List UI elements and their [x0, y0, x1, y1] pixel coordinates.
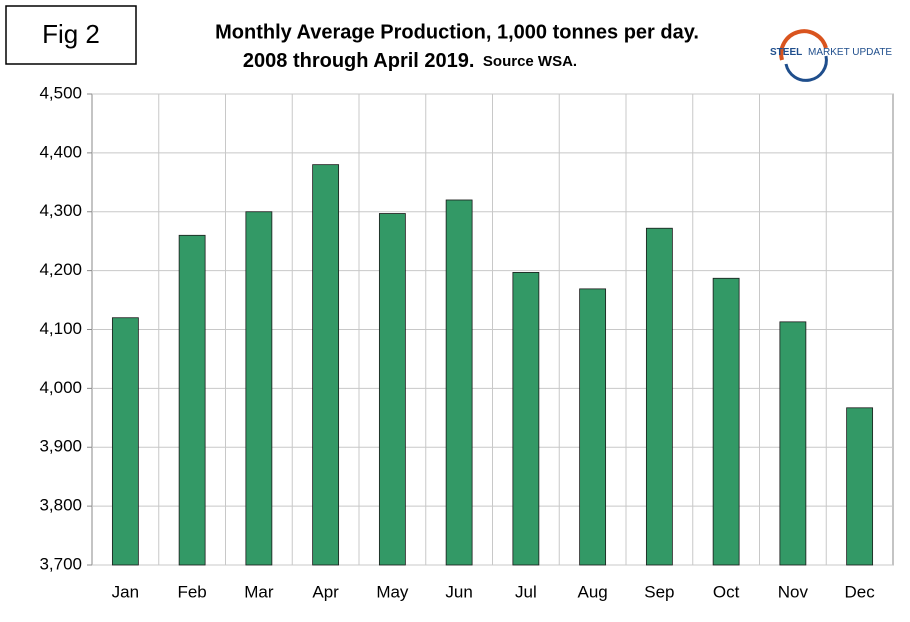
y-tick-label: 4,300	[39, 201, 82, 220]
x-tick-label: May	[376, 582, 409, 601]
bar	[645, 227, 673, 566]
bar	[245, 211, 273, 566]
bar	[178, 234, 206, 566]
y-tick-label: 3,900	[39, 437, 82, 456]
bar	[779, 321, 807, 566]
y-tick-label: 3,700	[39, 554, 82, 573]
x-tick-label: Mar	[244, 582, 274, 601]
figure-label: Fig 2	[42, 19, 100, 49]
x-tick-label: Dec	[845, 582, 876, 601]
y-tick-label: 4,000	[39, 378, 82, 397]
chart-subtitle: 2008 through April 2019.	[243, 50, 475, 72]
bar	[445, 199, 473, 566]
bar	[579, 288, 607, 566]
x-tick-label: Jan	[112, 582, 139, 601]
y-tick-label: 4,100	[39, 319, 82, 338]
y-tick-label: 3,800	[39, 496, 82, 515]
x-tick-label: Jun	[445, 582, 472, 601]
logo-swoosh	[784, 55, 828, 82]
bar	[712, 277, 740, 566]
x-tick-label: Apr	[312, 582, 339, 601]
logo-swoosh	[779, 29, 828, 61]
source: Source WSA.	[483, 53, 577, 70]
bar	[512, 271, 540, 566]
figure-label-box	[5, 5, 137, 65]
bar	[111, 317, 139, 566]
bar	[378, 213, 406, 566]
x-tick-label: Aug	[578, 582, 608, 601]
logo: STEEL MARKET UPDATE	[770, 47, 892, 58]
bar	[312, 164, 340, 566]
chart-subtitle-line: 2008 through April 2019. Source WSA.	[243, 50, 577, 72]
chart-title: Monthly Average Production, 1,000 tonnes…	[215, 21, 699, 43]
x-tick-label: Nov	[778, 582, 809, 601]
y-tick-label: 4,400	[39, 142, 82, 161]
x-tick-label: Oct	[713, 582, 740, 601]
y-tick-label: 4,200	[39, 260, 82, 279]
logo-text: MARKET UPDATE	[808, 47, 892, 58]
bar	[846, 407, 874, 566]
x-tick-label: Feb	[177, 582, 206, 601]
logo-text: STEEL	[770, 47, 802, 58]
x-tick-label: Sep	[644, 582, 674, 601]
x-tick-label: Jul	[515, 582, 537, 601]
y-tick-label: 4,500	[39, 83, 82, 102]
